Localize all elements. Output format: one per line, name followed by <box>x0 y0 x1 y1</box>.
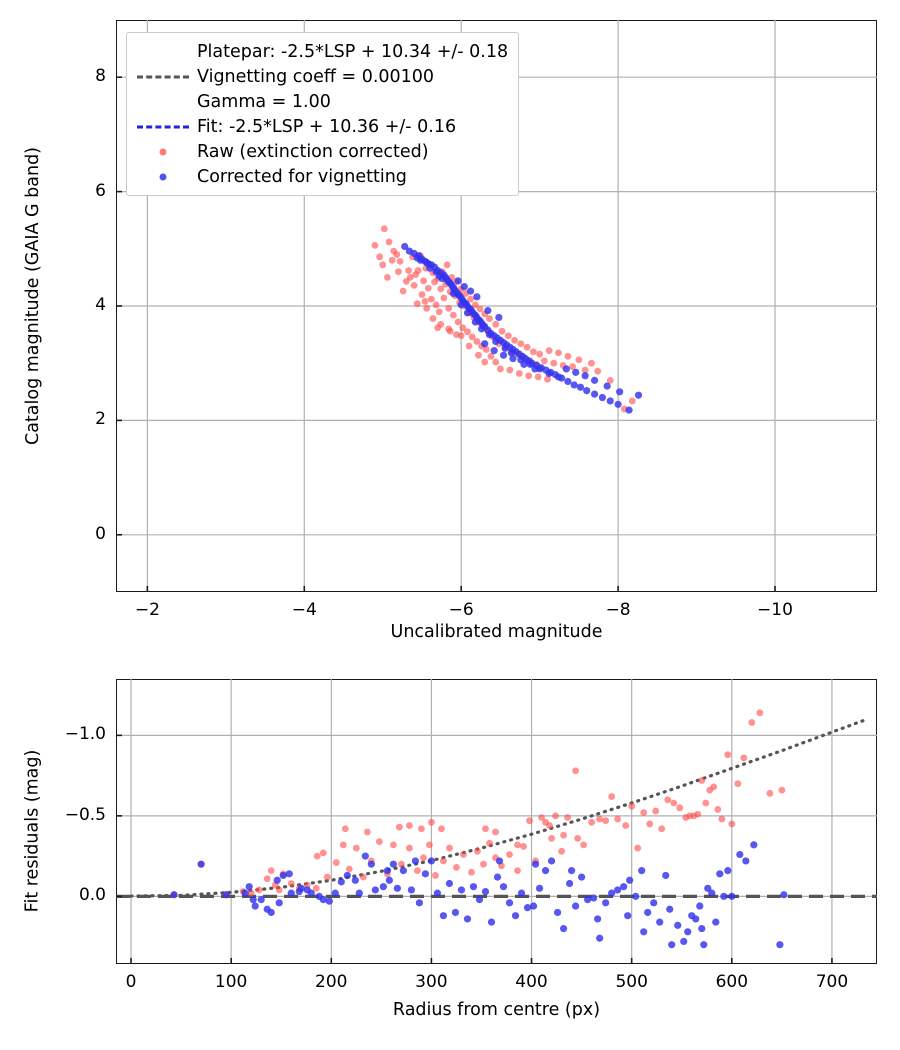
legend-label: Corrected for vignetting <box>197 166 407 187</box>
y-tick-label: 4 <box>95 295 106 315</box>
y-tick-label: 6 <box>95 180 106 201</box>
no-marker-spacer <box>135 92 191 112</box>
x-tick-label: 500 <box>615 972 648 992</box>
x-tick-label: 200 <box>315 972 348 992</box>
y-tick-label: 2 <box>95 409 106 430</box>
x-tick-label: −6 <box>448 600 474 620</box>
x-tick-label: −2 <box>134 600 160 620</box>
x-tick-label: −8 <box>605 600 631 620</box>
top-y-axis-label: Catalog magnitude (GAIA G band) <box>23 146 43 446</box>
y-tick-label: −1.0 <box>64 724 106 745</box>
legend-label: Fit: -2.5*LSP + 10.36 +/- 0.16 <box>197 116 457 137</box>
legend-label: Raw (extinction corrected) <box>197 141 429 162</box>
x-tick-label: 700 <box>815 972 849 992</box>
y-tick-label: 0 <box>95 523 106 544</box>
legend-item: Corrected for vignetting <box>135 164 508 189</box>
dash-glyph <box>137 75 189 78</box>
marker-dot-icon <box>135 142 191 162</box>
dot-glyph <box>159 173 167 180</box>
legend-label: Gamma = 1.00 <box>197 91 331 112</box>
x-tick-label: −10 <box>757 600 793 620</box>
dashed-line-icon <box>135 117 191 137</box>
y-tick-label: 8 <box>95 66 106 87</box>
legend-item: Gamma = 1.00 <box>135 89 508 114</box>
bottom-plot-canvas <box>116 679 877 964</box>
legend-item: Fit: -2.5*LSP + 10.36 +/- 0.16 <box>135 114 508 139</box>
y-tick-label: −0.5 <box>64 804 106 825</box>
legend-item: Platepar: -2.5*LSP + 10.34 +/- 0.18 <box>135 39 508 64</box>
dashed-line-icon <box>135 67 191 87</box>
x-tick-label: 0 <box>125 972 137 992</box>
bottom-axes-frame <box>116 679 877 964</box>
no-marker-spacer <box>135 42 191 62</box>
legend-label: Vignetting coeff = 0.00100 <box>197 66 435 87</box>
x-tick-label: 400 <box>515 972 548 992</box>
bottom-x-axis-label: Radius from centre (px) <box>392 1000 601 1020</box>
legend-item: Vignetting coeff = 0.00100 <box>135 64 508 89</box>
x-tick-label: 100 <box>214 972 248 992</box>
legend: Platepar: -2.5*LSP + 10.34 +/- 0.18 Vigne… <box>126 32 520 196</box>
marker-dot-icon <box>135 167 191 187</box>
x-tick-label: 600 <box>715 972 749 992</box>
bottom-y-axis-label: Fit residuals (mag) <box>22 749 43 913</box>
x-tick-label: 300 <box>415 972 448 992</box>
legend-item: Raw (extinction corrected) <box>135 139 508 164</box>
legend-label: Platepar: -2.5*LSP + 10.34 +/- 0.18 <box>197 41 509 62</box>
dot-glyph <box>159 148 167 155</box>
dash-glyph <box>137 125 189 128</box>
fit-residuals-plot <box>116 679 877 964</box>
x-tick-label: −4 <box>291 600 317 620</box>
y-tick-label: 0.0 <box>78 885 106 906</box>
top-x-axis-label: Uncalibrated magnitude <box>390 622 603 642</box>
